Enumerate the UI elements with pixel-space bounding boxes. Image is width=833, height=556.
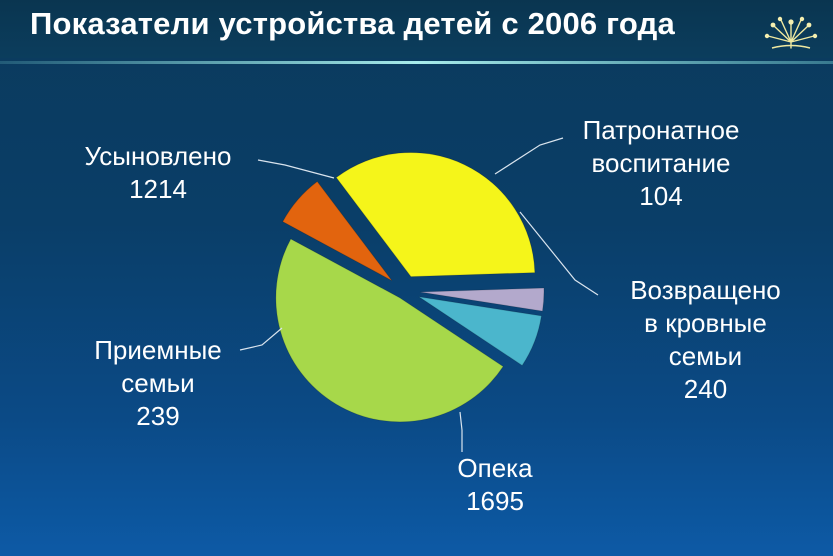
slice-label-guardianship: Опека 1695 — [400, 452, 590, 518]
leader-line-adopted — [257, 159, 335, 179]
slice-label-foster-families: Приемные семьи 239 — [58, 334, 258, 433]
slice-value: 104 — [639, 181, 683, 211]
pie-slice-foster-families — [282, 180, 393, 282]
slice-label-line: Патронатное — [582, 115, 740, 145]
title-divider — [0, 61, 833, 64]
pie-slice-foster-care — [419, 287, 545, 312]
slice-label-returned: Возвращено в кровные семьи 240 — [598, 274, 813, 406]
slice-label-line: воспитание — [591, 148, 731, 178]
pie-slice-adopted — [335, 152, 536, 278]
slice-label-adopted: Усыновлено 1214 — [58, 140, 258, 206]
slice-label-line: Опека — [457, 453, 533, 483]
slice-value: 1214 — [129, 174, 187, 204]
slice-value: 240 — [683, 374, 728, 404]
slice-label-line: в кровные — [644, 308, 767, 338]
slice-value: 1695 — [466, 486, 524, 516]
page-title: Показатели устройства детей с 2006 года — [30, 6, 675, 41]
leader-line-foster-care — [494, 137, 564, 175]
slice-label-line: семьи — [121, 368, 195, 398]
slice-label-line: Приемные — [94, 335, 222, 365]
slice-value: 239 — [136, 401, 180, 431]
pie-slice-guardianship — [275, 238, 504, 423]
leader-line-foster-families — [239, 327, 283, 351]
pie-slice-returned — [418, 296, 542, 367]
dandelion-icon — [764, 16, 818, 49]
slice-label-line: семьи — [668, 341, 743, 371]
slice-label-foster-care: Патронатное воспитание 104 — [556, 114, 766, 213]
leader-line-guardianship — [459, 411, 463, 452]
leader-line-returned — [519, 211, 599, 296]
slice-label-line: Усыновлено — [84, 141, 232, 171]
title-bar — [0, 0, 833, 58]
slice-label-line: Возвращено — [630, 275, 781, 305]
